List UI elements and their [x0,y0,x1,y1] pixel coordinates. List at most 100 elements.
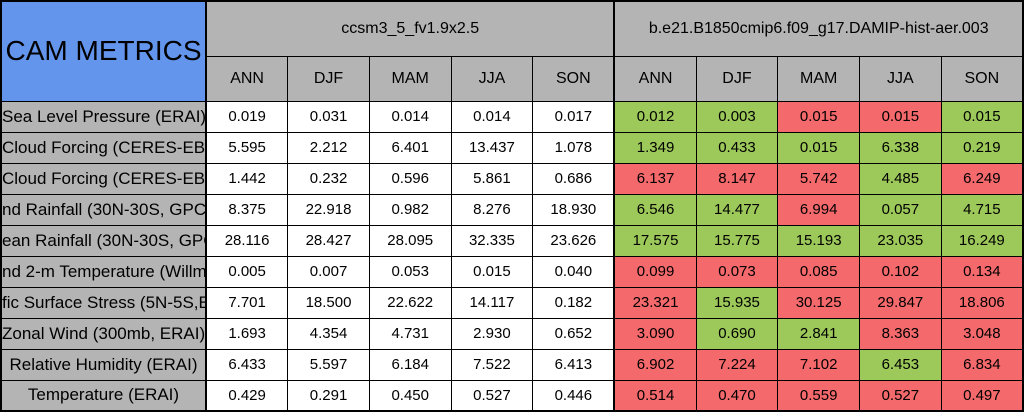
value-cell: 0.982 [368,193,452,226]
value-cell: 6.184 [368,348,452,381]
value-cell: 14.117 [450,286,534,319]
value-cell: 5.597 [287,348,370,381]
value-cell-status: 4.715 [940,193,1024,226]
value-cell-status: 0.085 [777,255,860,288]
value-cell: 2.212 [287,131,370,164]
metric-label: nd Rainfall (30N-30S, GPC [0,193,207,226]
value-cell-status: 6.137 [613,162,697,195]
metric-label: Sea Level Pressure (ERAI) [0,100,207,133]
value-cell: 1.078 [532,131,615,164]
table-row: Relative Humidity (ERAI) 6.433 5.597 6.184 7… [0,348,1024,381]
value-cell-status: 6.338 [859,131,942,164]
value-cell-status: 0.559 [777,379,860,412]
value-cell: 28.427 [287,224,370,257]
group-header-row: CAM METRICS ccsm3_5_fv1.9x2.5 b.e21.B185… [0,0,1024,102]
value-cell-status: 6.902 [613,348,697,381]
table-row: Temperature (ERAI) 0.429 0.291 0.450 0.527 0.… [0,379,1024,412]
value-cell-status: 17.575 [613,224,697,257]
value-cell: 32.335 [450,224,534,257]
table-row: nd Rainfall (30N-30S, GPC 8.375 22.918 0.98… [0,193,1024,226]
value-cell-status: 1.349 [613,131,697,164]
value-cell: 0.686 [532,162,615,195]
metric-label: Cloud Forcing (CERES-EB [0,131,207,164]
value-cell-status: 6.546 [613,193,697,226]
table-row: Sea Level Pressure (ERAI) 0.019 0.031 0.014… [0,100,1024,133]
value-cell: 1.442 [205,162,289,195]
table-row: nd 2-m Temperature (Willmo 0.005 0.007 0.05… [0,255,1024,288]
value-cell-status: 0.514 [613,379,697,412]
value-cell: 0.446 [532,379,615,412]
value-cell: 18.500 [287,286,370,319]
table-corner-title: CAM METRICS [0,0,207,102]
season-header: SON [940,55,1024,102]
value-cell-status: 0.015 [777,100,860,133]
value-cell-status: 16.249 [940,224,1024,257]
value-cell: 0.017 [532,100,615,133]
value-cell: 5.861 [450,162,534,195]
value-cell-status: 18.806 [940,286,1024,319]
value-cell-status: 0.102 [859,255,942,288]
value-cell: 0.053 [368,255,452,288]
value-cell-status: 8.363 [859,317,942,350]
value-cell-status: 0.134 [940,255,1024,288]
value-cell: 22.918 [287,193,370,226]
value-cell: 4.354 [287,317,370,350]
value-cell-status: 0.099 [613,255,697,288]
metric-label: Relative Humidity (ERAI) [0,348,207,381]
value-cell: 28.095 [368,224,452,257]
season-header: JJA [859,55,942,102]
value-cell-status: 6.834 [940,348,1024,381]
value-cell-status: 14.477 [695,193,779,226]
value-cell-status: 0.003 [695,100,779,133]
value-cell-status: 7.224 [695,348,779,381]
value-cell-status: 0.012 [613,100,697,133]
value-cell: 0.291 [287,379,370,412]
value-cell: 13.437 [450,131,534,164]
season-header: JJA [450,55,534,102]
value-cell: 0.031 [287,100,370,133]
value-cell-status: 15.775 [695,224,779,257]
value-cell-status: 15.935 [695,286,779,319]
value-cell: 0.429 [205,379,289,412]
value-cell: 7.522 [450,348,534,381]
value-cell: 1.693 [205,317,289,350]
metric-label: ean Rainfall (30N-30S, GPC [0,224,207,257]
value-cell: 0.014 [450,100,534,133]
metric-label: fic Surface Stress (5N-5S,E [0,286,207,319]
value-cell-status: 4.485 [859,162,942,195]
value-cell: 0.652 [532,317,615,350]
season-header-row: ANN DJF MAM JJA SON ANN DJF MAM JJA SON [1,55,1024,102]
value-cell-status: 0.057 [859,193,942,226]
table-row: fic Surface Stress (5N-5S,E 7.701 18.500 22… [0,286,1024,319]
value-cell: 0.014 [368,100,452,133]
table-body: Sea Level Pressure (ERAI) 0.019 0.031 0.014… [0,100,1024,412]
value-cell: 4.731 [368,317,452,350]
table-header: CAM METRICS ccsm3_5_fv1.9x2.5 b.e21.B185… [0,0,1024,102]
value-cell-status: 15.193 [777,224,860,257]
value-cell: 0.232 [287,162,370,195]
value-cell: 0.007 [287,255,370,288]
metric-label: nd 2-m Temperature (Willmo [0,255,207,288]
value-cell: 2.930 [450,317,534,350]
season-header: DJF [695,55,779,102]
value-cell-status: 0.433 [695,131,779,164]
value-cell-status: 8.147 [695,162,779,195]
value-cell-status: 0.015 [777,131,860,164]
metric-label: Temperature (ERAI) [0,379,207,412]
value-cell-status: 7.102 [777,348,860,381]
value-cell-status: 3.048 [940,317,1024,350]
value-cell-status: 3.090 [613,317,697,350]
value-cell: 8.276 [450,193,534,226]
value-cell-status: 6.453 [859,348,942,381]
value-cell: 0.040 [532,255,615,288]
table-row: Cloud Forcing (CERES-EB 5.595 2.212 6.401 13… [0,131,1024,164]
table-row: Cloud Forcing (CERES-EB 1.442 0.232 0.596 5.… [0,162,1024,195]
table-row: Zonal Wind (300mb, ERAI) 1.693 4.354 4.731 2… [0,317,1024,350]
value-cell-status: 0.015 [859,100,942,133]
value-cell: 0.450 [368,379,452,412]
value-cell: 6.401 [368,131,452,164]
value-cell: 0.182 [532,286,615,319]
value-cell: 6.433 [205,348,289,381]
value-cell: 28.116 [205,224,289,257]
